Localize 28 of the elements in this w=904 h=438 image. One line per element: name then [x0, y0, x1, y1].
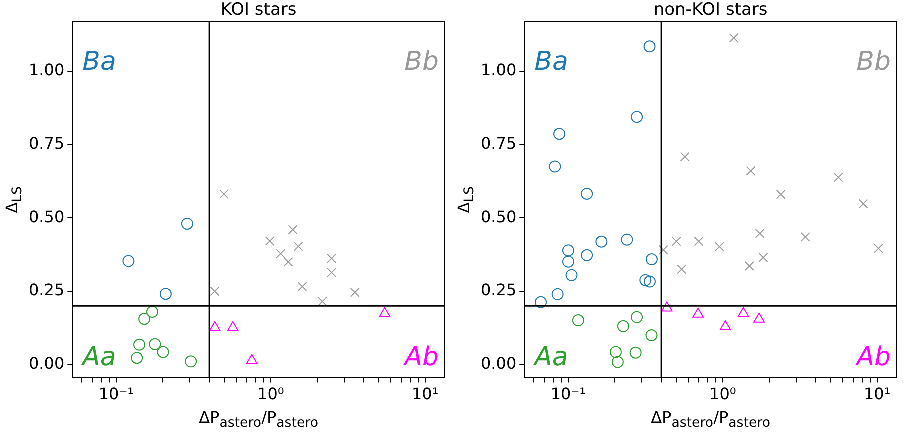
- y-tick-label: 0.00: [29, 354, 65, 374]
- annotation: Aa: [532, 342, 568, 373]
- x-tick-label: 10⁰: [710, 384, 736, 404]
- y-tick-label: 0.25: [29, 280, 65, 300]
- chart-title: non-KOI stars: [652, 0, 769, 20]
- x-tick-label: 10¹: [864, 384, 891, 404]
- annotation: Aa: [80, 342, 116, 373]
- x-axis-title: ΔP$_{astero}$/P$_{astero}$: [199, 408, 319, 432]
- x-axis-title: ΔP$_{astero}$/P$_{astero}$: [651, 408, 771, 432]
- x-tick-label: 10⁻¹: [98, 384, 134, 404]
- annotation: Ba: [534, 46, 568, 77]
- x-tick-label: 10⁰: [258, 384, 284, 404]
- annotation: Ab: [402, 342, 439, 373]
- y-tick-label: 1.00: [481, 60, 517, 80]
- y-tick-label: 0.50: [29, 207, 65, 226]
- y-tick-label: 0.00: [481, 354, 517, 374]
- annotation: Ba: [82, 46, 116, 77]
- annotation: Ab: [854, 342, 891, 373]
- y-tick-label: 0.75: [481, 134, 517, 153]
- y-tick-label: 0.50: [481, 207, 517, 226]
- annotation: Bb: [856, 46, 891, 77]
- chart-title: KOI stars: [220, 0, 298, 20]
- y-tick-label: 1.00: [29, 60, 65, 80]
- y-tick-label: 0.25: [481, 280, 517, 300]
- y-tick-label: 0.75: [29, 134, 65, 153]
- x-tick-label: 10¹: [412, 384, 439, 404]
- annotation: Bb: [404, 46, 439, 77]
- x-tick-label: 10⁻¹: [550, 384, 586, 404]
